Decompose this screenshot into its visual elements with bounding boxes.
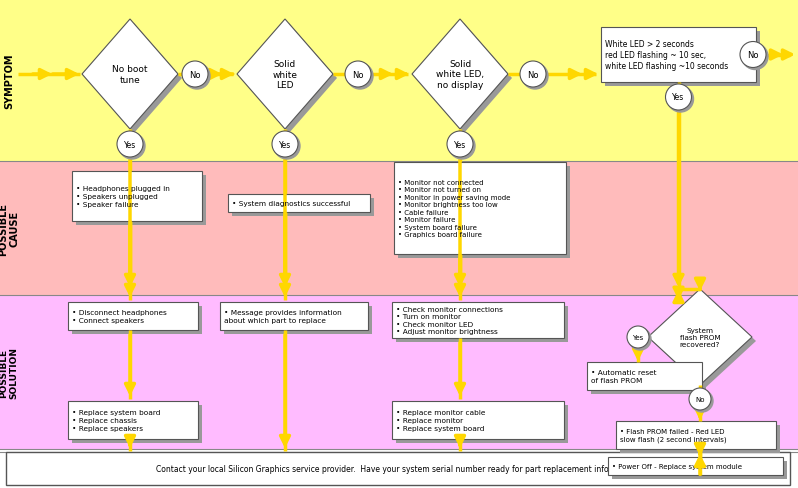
Text: Contact your local Silicon Graphics service provider.  Have your system serial n: Contact your local Silicon Graphics serv…	[156, 464, 642, 473]
Polygon shape	[416, 24, 512, 134]
Circle shape	[117, 132, 143, 158]
Bar	[72, 172, 202, 222]
Text: No: No	[747, 51, 759, 60]
Bar	[0, 295, 798, 449]
Bar	[616, 421, 776, 449]
Polygon shape	[82, 20, 178, 130]
Text: SYMPTOM: SYMPTOM	[4, 53, 14, 108]
Polygon shape	[412, 20, 508, 130]
Circle shape	[274, 134, 300, 160]
Bar	[392, 401, 564, 439]
Text: • Headphones plugged in
• Speakers unplugged
• Speaker failure: • Headphones plugged in • Speakers unplu…	[76, 186, 170, 207]
Bar	[72, 405, 202, 443]
Text: No: No	[527, 70, 539, 80]
Text: • Flash PROM failed - Red LED
slow flash (2 second intervals): • Flash PROM failed - Red LED slow flash…	[620, 428, 727, 442]
Text: No boot
tune: No boot tune	[113, 65, 148, 84]
Circle shape	[447, 132, 473, 158]
Text: No: No	[352, 70, 364, 80]
Bar	[68, 303, 198, 330]
Bar	[392, 303, 564, 338]
Circle shape	[272, 132, 298, 158]
Circle shape	[522, 64, 548, 90]
Circle shape	[667, 87, 693, 113]
Text: Yes: Yes	[279, 140, 291, 149]
Text: Yes: Yes	[454, 140, 466, 149]
Bar	[68, 401, 198, 439]
Polygon shape	[86, 24, 182, 134]
Circle shape	[740, 42, 766, 68]
Bar	[591, 366, 706, 394]
Circle shape	[666, 85, 692, 111]
Circle shape	[184, 64, 210, 90]
Bar	[76, 176, 206, 225]
Bar	[612, 461, 787, 479]
Text: System
flash PROM
recovered?: System flash PROM recovered?	[680, 327, 721, 347]
Bar	[396, 306, 568, 342]
Text: • Disconnect headphones
• Connect speakers: • Disconnect headphones • Connect speake…	[72, 309, 167, 323]
Circle shape	[119, 134, 145, 160]
Circle shape	[689, 388, 711, 410]
Text: POSSIBLE
CAUSE: POSSIBLE CAUSE	[0, 202, 20, 255]
Text: • Power Off - Replace system module: • Power Off - Replace system module	[612, 463, 742, 469]
Text: • Replace system board
• Replace chassis
• Replace speakers: • Replace system board • Replace chassis…	[72, 409, 160, 430]
Polygon shape	[241, 24, 337, 134]
Circle shape	[182, 62, 208, 88]
Bar	[72, 306, 202, 334]
Bar	[396, 405, 568, 443]
Circle shape	[347, 64, 373, 90]
Text: • System diagnostics successful: • System diagnostics successful	[232, 201, 350, 206]
Bar	[398, 167, 570, 259]
Circle shape	[345, 62, 371, 88]
Text: Yes: Yes	[124, 140, 136, 149]
Text: • Automatic reset
of flash PROM: • Automatic reset of flash PROM	[591, 369, 657, 383]
Circle shape	[629, 328, 651, 350]
Text: Yes: Yes	[673, 93, 685, 102]
Bar	[601, 28, 756, 83]
Bar	[220, 303, 368, 330]
Bar	[620, 425, 780, 453]
Bar	[228, 195, 370, 213]
Text: White LED > 2 seconds
red LED flashing ~ 10 sec,
white LED flashing ~10 seconds: White LED > 2 seconds red LED flashing ~…	[605, 40, 729, 71]
Bar	[587, 362, 702, 390]
Circle shape	[742, 44, 768, 70]
Bar	[605, 32, 760, 87]
Bar	[608, 457, 783, 475]
Text: Yes: Yes	[632, 334, 644, 340]
Circle shape	[520, 62, 546, 88]
Text: • Message provides information
about which part to replace: • Message provides information about whi…	[224, 309, 342, 323]
Bar	[0, 0, 798, 162]
Text: No: No	[695, 396, 705, 402]
Text: • Replace monitor cable
• Replace monitor
• Replace system board: • Replace monitor cable • Replace monito…	[396, 409, 485, 430]
Circle shape	[449, 134, 475, 160]
Polygon shape	[648, 289, 752, 385]
Circle shape	[691, 390, 713, 412]
Text: • Check monitor connections
• Turn on monitor
• Check monitor LED
• Adjust monit: • Check monitor connections • Turn on mo…	[396, 306, 503, 335]
Polygon shape	[237, 20, 333, 130]
Bar	[232, 199, 374, 217]
Text: No: No	[189, 70, 201, 80]
Text: POSSIBLE
SOLUTION: POSSIBLE SOLUTION	[0, 346, 18, 398]
Text: Solid
white
LED: Solid white LED	[272, 60, 298, 90]
Text: • Monitor not connected
• Monitor not turned on
• Monitor in power saving mode
•: • Monitor not connected • Monitor not tu…	[398, 180, 511, 238]
Polygon shape	[652, 293, 756, 389]
Text: Solid
white LED,
no display: Solid white LED, no display	[436, 60, 484, 90]
Bar	[394, 163, 566, 254]
Circle shape	[627, 326, 649, 348]
Bar	[6, 452, 790, 485]
Bar	[224, 306, 372, 334]
Bar	[0, 162, 798, 295]
